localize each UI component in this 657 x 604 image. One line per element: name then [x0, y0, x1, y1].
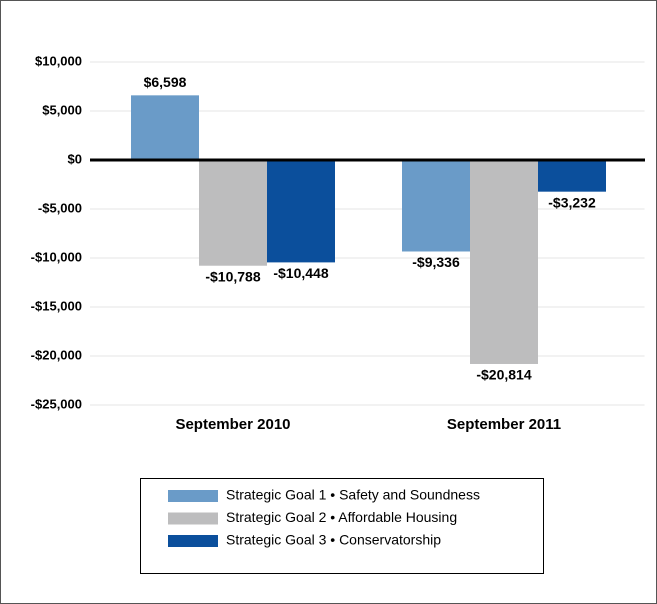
legend-swatch: [168, 512, 218, 525]
value-label: -$20,814: [476, 367, 531, 383]
bar: [402, 160, 470, 252]
bar: [199, 160, 267, 266]
x-tick-label: September 2010: [175, 416, 290, 433]
legend-label: Strategic Goal 3 • Conservatorship: [226, 532, 441, 548]
y-tick-label: $0: [68, 151, 82, 166]
y-tick-label: $5,000: [42, 102, 82, 117]
y-tick-label: -$20,000: [31, 347, 82, 362]
value-label: -$3,232: [548, 194, 596, 210]
legend-label: Strategic Goal 1 • Safety and Soundness: [226, 487, 480, 503]
bar: [267, 160, 335, 263]
value-label: -$10,788: [205, 268, 260, 284]
bar: [470, 160, 538, 364]
y-tick-label: -$25,000: [31, 396, 82, 411]
y-tick-label: -$10,000: [31, 249, 82, 264]
bar: [131, 95, 199, 160]
y-tick-label: $10,000: [35, 53, 82, 68]
x-tick-label: September 2011: [447, 416, 561, 433]
legend-label: Strategic Goal 2 • Affordable Housing: [226, 509, 457, 525]
legend-swatch: [168, 535, 218, 547]
y-tick-label: -$5,000: [38, 200, 82, 215]
y-tick-label: -$15,000: [31, 298, 82, 313]
bar: [538, 160, 606, 192]
value-label: -$9,336: [412, 254, 460, 270]
legend-swatch: [168, 490, 218, 502]
value-label: $6,598: [144, 74, 187, 90]
value-label: -$10,448: [273, 265, 328, 281]
